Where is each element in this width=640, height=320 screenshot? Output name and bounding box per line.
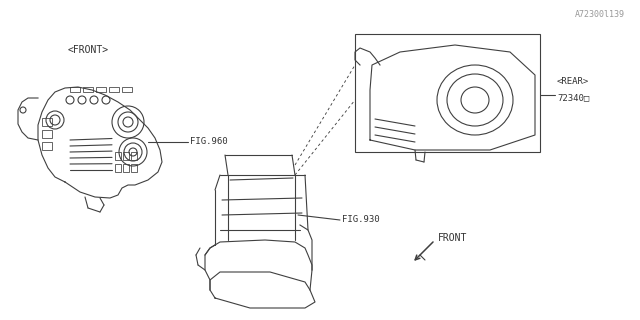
Text: FRONT: FRONT	[438, 233, 467, 243]
Bar	[355, 34, 540, 152]
Bar	[109, 87, 119, 92]
Text: FIG.930: FIG.930	[342, 215, 380, 225]
Bar	[131, 164, 137, 172]
Bar	[42, 130, 52, 138]
Bar	[115, 164, 121, 172]
Text: <REAR>: <REAR>	[557, 77, 589, 86]
Bar	[42, 118, 52, 126]
Bar	[96, 87, 106, 92]
Bar	[123, 164, 129, 172]
Bar	[42, 142, 52, 150]
Bar	[83, 87, 93, 92]
Text: A72300l139: A72300l139	[575, 10, 625, 19]
Bar	[123, 152, 129, 160]
Text: 72340□: 72340□	[557, 93, 589, 102]
Text: <FRONT>: <FRONT>	[67, 45, 109, 55]
Bar	[122, 87, 132, 92]
Bar	[131, 152, 137, 160]
Text: FIG.960: FIG.960	[190, 138, 228, 147]
Bar	[115, 152, 121, 160]
Bar	[70, 87, 80, 92]
